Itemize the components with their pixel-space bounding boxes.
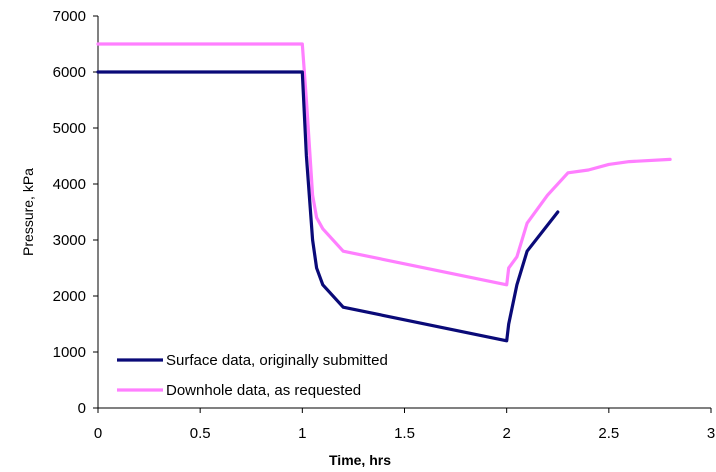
y-tick-label: 0 — [78, 400, 86, 417]
y-tick-label: 3000 — [53, 232, 86, 249]
x-tick-label: 2.5 — [598, 425, 619, 442]
legend-label: Surface data, originally submitted — [166, 352, 388, 369]
y-axis-title: Pressure, kPa — [20, 168, 36, 256]
y-tick-label: 4000 — [53, 176, 86, 193]
x-tick-label: 3 — [707, 425, 715, 442]
x-tick-label: 0.5 — [190, 425, 211, 442]
y-tick-label: 1000 — [53, 344, 86, 361]
x-tick-label: 1 — [298, 425, 306, 442]
series-line-downhole — [96, 42, 672, 287]
x-axis-title: Time, hrs — [329, 452, 391, 467]
series-line-surface — [96, 70, 560, 343]
y-tick-label: 2000 — [53, 288, 86, 305]
y-tick-label: 6000 — [53, 64, 86, 81]
x-tick-label: 1.5 — [394, 425, 415, 442]
y-tick-label: 5000 — [53, 120, 86, 137]
x-tick-label: 0 — [94, 425, 102, 442]
y-tick-label: 7000 — [53, 8, 86, 25]
x-tick-label: 2 — [502, 425, 510, 442]
legend-label: Downhole data, as requested — [166, 382, 361, 399]
